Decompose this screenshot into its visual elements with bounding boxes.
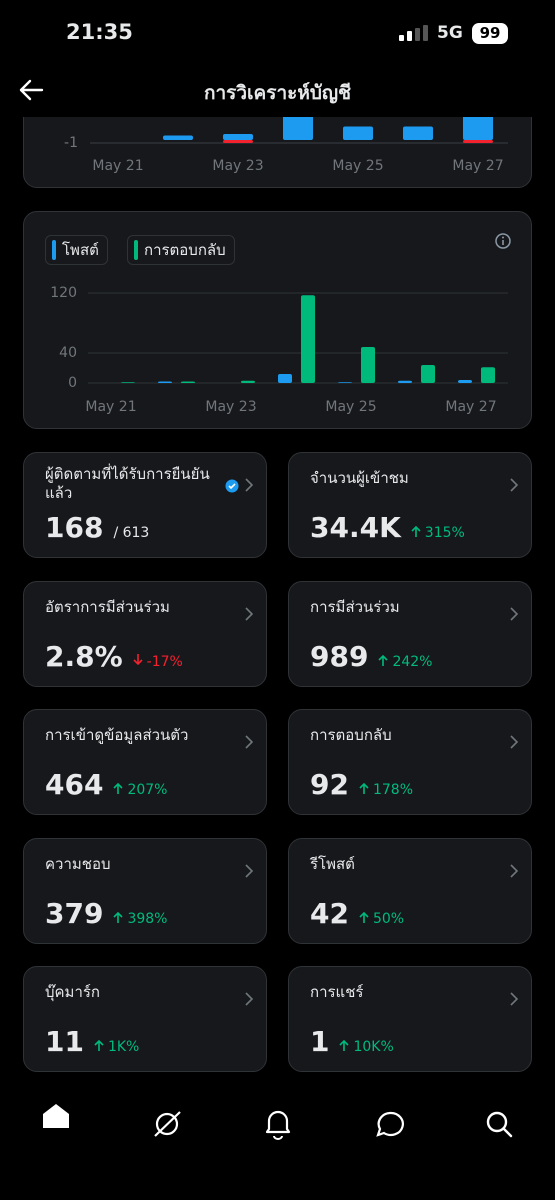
chevron-icon [245, 992, 254, 1006]
chevron-icon [510, 735, 519, 749]
stat-card[interactable]: การแชร์ 1 10K% [288, 966, 532, 1072]
stat-title: รีโพสต์ [310, 854, 355, 873]
stat-change: 398% [113, 911, 167, 927]
stat-value-row: 379 398% [45, 897, 167, 930]
trend-arrow [113, 911, 124, 923]
chevron-icon [245, 863, 254, 878]
trend-arrow [113, 782, 124, 794]
chevron-icon [510, 992, 519, 1006]
trend-arrow [94, 1039, 104, 1051]
stat-value: 1 [310, 1025, 330, 1058]
battery: 99 [472, 23, 508, 44]
search-tab[interactable] [486, 1111, 513, 1138]
stat-title: การมีส่วนร่วม [310, 597, 400, 616]
stat-card[interactable]: รีโพสต์ 42 50% [288, 837, 532, 944]
trend-arrow [133, 653, 143, 665]
stat-change-text: 10K% [353, 1039, 394, 1055]
stat-change: 315% [411, 525, 465, 541]
stat-value-row: 989 242% [310, 640, 432, 673]
stat-change: 242% [378, 654, 432, 670]
legend-item[interactable]: โพสต์ [45, 235, 108, 265]
chevron-icon [510, 863, 519, 878]
stat-title: ความชอบ [45, 854, 111, 873]
stat-card[interactable]: การตอบกลับ 92 178% [288, 709, 532, 815]
stat-change: 207% [113, 782, 167, 798]
stat-value: 42 [310, 896, 349, 930]
stat-value-row: 34.4K 315% [310, 511, 465, 544]
stat-change: -17% [133, 653, 183, 670]
stat-change-text: 50% [372, 910, 405, 927]
legend-item[interactable]: การตอบกลับ [127, 235, 235, 265]
stat-value-row: 1 10K% [310, 1025, 394, 1058]
trend-arrow [378, 654, 389, 666]
stat-value: 92 [310, 768, 349, 801]
network-label: 5G [437, 23, 463, 43]
stat-value: 379 [45, 896, 104, 930]
top-bar: 21:35 5G 99 การวิเคราะห์บัญชี [0, 0, 555, 117]
chevron-icon [510, 478, 519, 492]
stat-change: 178% [359, 782, 413, 798]
stat-value-row: 92 178% [310, 768, 413, 801]
stat-value-row: 464 207% [45, 768, 167, 801]
stat-value: 168 [45, 511, 104, 544]
stat-title: การแชร์ [310, 983, 364, 1001]
stat-value-row: 2.8% -17% [45, 640, 183, 673]
stat-card[interactable]: อัตราการมีส่วนร่วม 2.8% -17% [23, 580, 267, 687]
stat-title: บุ๊คมาร์ก [45, 983, 101, 1001]
status-time: 21:35 [66, 20, 133, 44]
stat-change: 1K% [94, 1039, 139, 1055]
notifications-tab[interactable] [265, 1110, 291, 1140]
stat-change: 10K% [339, 1039, 394, 1055]
trend-arrow [359, 911, 369, 923]
stat-card[interactable]: ผู้ติดตามที่ได้รับการยืนยันแล้ว 168 / 613 [23, 452, 267, 558]
trend-arrow [339, 1039, 350, 1051]
messages-tab[interactable] [376, 1111, 404, 1137]
stat-card[interactable]: การมีส่วนร่วม 989 242% [288, 580, 532, 687]
stat-value: 989 [310, 639, 369, 673]
legend-label: โพสต์ [62, 241, 99, 259]
explore-tab[interactable] [154, 1111, 181, 1137]
bottom-nav [43, 1104, 513, 1140]
stat-change-text: 1K% [107, 1039, 140, 1055]
stat-title: อัตราการมีส่วนร่วม [45, 597, 170, 616]
stat-value-row: 42 50% [310, 897, 404, 930]
info-icon[interactable] [494, 232, 512, 250]
chevron-icon [510, 606, 519, 621]
stat-change: 50% [359, 911, 404, 927]
back-button[interactable] [18, 78, 44, 102]
stat-value: 34.4K [310, 511, 401, 544]
stat-card[interactable]: การเข้าดูข้อมูลส่วนตัว 464 207% [23, 709, 267, 815]
stat-title: จำนวนผู้เข้าชม [310, 469, 409, 487]
chevron-icon [245, 735, 254, 749]
stat-change-text: 398% [127, 910, 168, 927]
chevron-icon [245, 478, 254, 492]
stat-change-text: 242% [392, 653, 433, 670]
chevron-icon [245, 606, 254, 621]
stat-value: 2.8% [45, 639, 123, 673]
stat-value: 464 [45, 768, 104, 801]
verified-icon [225, 479, 239, 493]
stat-title: ผู้ติดตามที่ได้รับการยืนยันแล้ว [45, 465, 210, 502]
trend-arrow [359, 782, 369, 794]
stat-change-text: -17% [146, 653, 183, 670]
page-title: การวิเคราะห์บัญชี [204, 82, 351, 104]
stat-total: / 613 [113, 525, 150, 541]
stat-card[interactable]: จำนวนผู้เข้าชม 34.4K 315% [288, 452, 532, 558]
stat-value: 11 [45, 1025, 84, 1058]
signal-icon [399, 25, 428, 41]
stat-change-text: 315% [424, 525, 465, 541]
legend-label: การตอบกลับ [144, 241, 226, 259]
stat-value-row: 168 / 613 [45, 511, 149, 544]
stat-value-row: 11 1K% [45, 1025, 139, 1058]
stat-title: การเข้าดูข้อมูลส่วนตัว [45, 726, 189, 744]
stat-change-text: 207% [127, 782, 168, 798]
stat-title: การตอบกลับ [310, 726, 392, 744]
trend-arrow [411, 525, 421, 537]
home-tab[interactable] [43, 1104, 69, 1128]
stat-change-text: 178% [372, 782, 413, 798]
stat-card[interactable]: ความชอบ 379 398% [23, 837, 267, 944]
stat-card[interactable]: บุ๊คมาร์ก 11 1K% [23, 966, 267, 1072]
